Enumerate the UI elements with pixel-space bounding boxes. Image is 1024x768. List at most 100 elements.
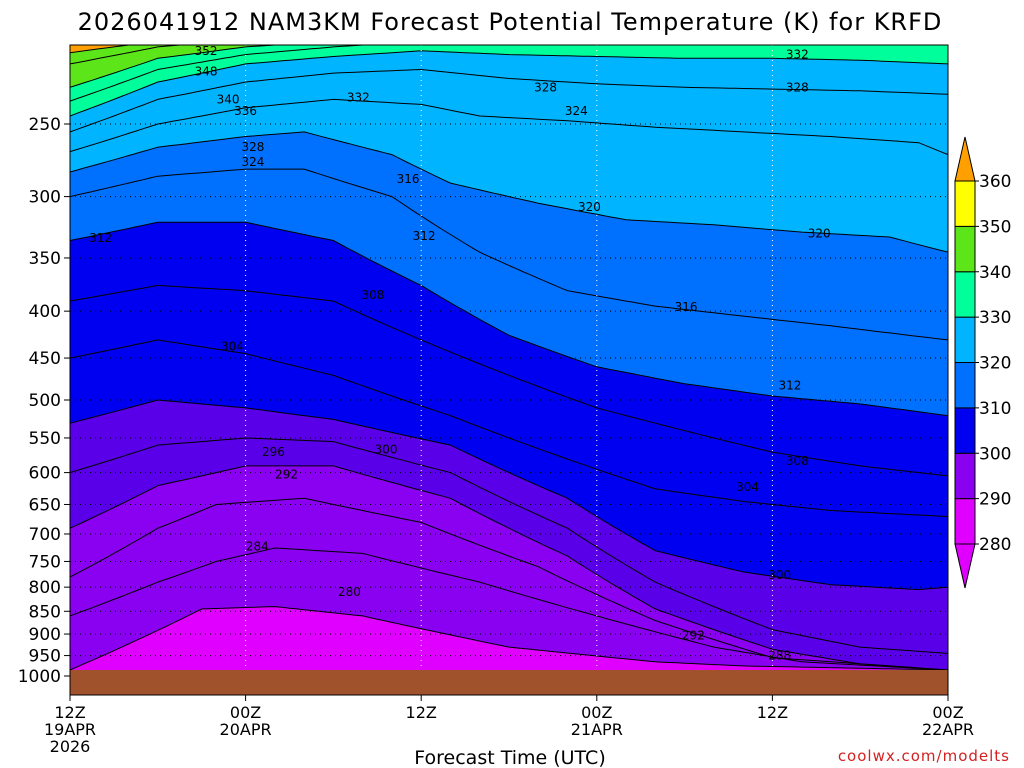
contour-label: 304 bbox=[736, 480, 759, 494]
colorbar-band bbox=[954, 498, 976, 545]
ground-surface bbox=[70, 670, 948, 695]
contour-label: 340 bbox=[217, 92, 240, 106]
isentrope-304 bbox=[70, 339, 948, 517]
contour-label: 292 bbox=[682, 628, 705, 642]
contour-label: 332 bbox=[786, 48, 809, 62]
isentrope-284 bbox=[70, 547, 948, 671]
colorbar-label: 300 bbox=[979, 444, 1011, 464]
colorbar-band bbox=[954, 180, 976, 227]
chart-title: 2026041912 NAM3KM Forecast Potential Tem… bbox=[78, 8, 943, 36]
x-axis-title: Forecast Time (UTC) bbox=[414, 747, 605, 768]
y-tick-label: 400 bbox=[29, 302, 61, 322]
isentrope-324 bbox=[70, 98, 948, 156]
fill-band-336 bbox=[70, 45, 363, 102]
contour-label: 284 bbox=[246, 539, 269, 553]
y-tick-label: 500 bbox=[29, 391, 61, 411]
isentrope-lines bbox=[70, 45, 948, 671]
contour-label: 320 bbox=[578, 200, 601, 214]
isentrope-308 bbox=[70, 284, 948, 477]
colorbar-band bbox=[954, 225, 976, 273]
contour-label: 288 bbox=[768, 649, 791, 663]
contour-label: 336 bbox=[234, 104, 257, 118]
y-tick-label: 450 bbox=[29, 349, 61, 369]
fill-band-296 bbox=[70, 400, 948, 654]
x-tick-label: 22APR bbox=[922, 720, 974, 739]
colorbar-label: 290 bbox=[979, 490, 1011, 510]
isentrope-316 bbox=[70, 168, 948, 341]
filled-contours bbox=[70, 45, 948, 695]
colorbar-bottom-arrow bbox=[954, 543, 976, 589]
plot-area bbox=[70, 45, 948, 695]
colorbar-label: 280 bbox=[979, 535, 1011, 555]
contour-label: 328 bbox=[534, 80, 557, 94]
plot-frame bbox=[69, 44, 949, 696]
fill-band-288 bbox=[70, 465, 948, 670]
fill-band-304 bbox=[70, 285, 948, 517]
isentrope-300 bbox=[70, 399, 948, 591]
isentrope-312 bbox=[70, 221, 948, 417]
contour-label: 332 bbox=[347, 91, 370, 105]
y-tick-label: 350 bbox=[29, 249, 61, 269]
colorbar-label: 310 bbox=[979, 399, 1011, 419]
pressure-axis: 250 300 350 400 450 500 550 600 650 700 750 800 850 9… bbox=[18, 115, 70, 687]
grid-lines bbox=[70, 45, 948, 695]
colorbar-label: 350 bbox=[979, 217, 1011, 237]
x-tick-label: 12Z bbox=[757, 703, 788, 722]
contour-label: 312 bbox=[89, 231, 112, 245]
contour-label: 328 bbox=[786, 80, 809, 94]
fill-band-340 bbox=[70, 45, 275, 88]
colorbar-label: 330 bbox=[979, 308, 1011, 328]
fill-band-292 bbox=[70, 438, 948, 670]
contour-label: 316 bbox=[675, 300, 698, 314]
x-tick-label: 12Z bbox=[54, 703, 85, 722]
x-tick-label: 00Z bbox=[230, 703, 261, 722]
colorbar-band bbox=[954, 271, 976, 318]
fill-band-300 bbox=[70, 339, 948, 590]
y-tick-label: 550 bbox=[29, 429, 61, 449]
colorbar-band bbox=[954, 316, 976, 363]
fill-band-308 bbox=[70, 222, 948, 476]
colorbar-band bbox=[954, 452, 976, 500]
contour-label: 328 bbox=[241, 140, 264, 154]
colorbar-top-arrow bbox=[954, 136, 976, 182]
fill-band-280 bbox=[70, 548, 948, 670]
contour-label: 292 bbox=[275, 468, 298, 482]
contour-label: 308 bbox=[786, 454, 809, 468]
fill-band-324 bbox=[70, 69, 948, 155]
x-tick-label: 21APR bbox=[571, 720, 623, 739]
contour-label: 280 bbox=[338, 585, 361, 599]
credit-text: coolwx.com/modelts bbox=[838, 747, 1010, 765]
isentrope-336 bbox=[70, 45, 371, 102]
y-tick-label: 650 bbox=[29, 495, 61, 515]
contour-label: 300 bbox=[768, 568, 791, 582]
x-tick-label: 00Z bbox=[581, 703, 612, 722]
isentrope-292 bbox=[70, 465, 948, 671]
contour-label: 324 bbox=[241, 155, 264, 169]
isentrope-288 bbox=[70, 497, 948, 671]
colorbar-label: 360 bbox=[979, 172, 1011, 192]
fill-band-332 bbox=[70, 45, 948, 116]
colorbar-band bbox=[954, 362, 976, 409]
contour-label: 348 bbox=[195, 64, 218, 78]
y-tick-label: 1000 bbox=[18, 667, 61, 687]
x-tick-label: 19APR bbox=[44, 720, 96, 739]
isentrope-280 bbox=[70, 606, 948, 671]
y-tick-label: 900 bbox=[29, 625, 61, 645]
contour-label: 304 bbox=[221, 339, 244, 353]
fill-band-316 bbox=[70, 131, 948, 340]
colorbar-label: 340 bbox=[979, 263, 1011, 283]
y-tick-label: 750 bbox=[29, 552, 61, 572]
x-tick-label: 20APR bbox=[220, 720, 272, 739]
contour-label: 324 bbox=[565, 104, 588, 118]
y-tick-label: 800 bbox=[29, 578, 61, 598]
isentrope-332 bbox=[70, 50, 948, 117]
fill-band-284 bbox=[70, 498, 948, 670]
contour-label: 316 bbox=[397, 172, 420, 186]
isentrope-328 bbox=[70, 68, 948, 133]
y-tick-label: 600 bbox=[29, 464, 61, 484]
contour-label: 312 bbox=[779, 378, 802, 392]
isentrope-320 bbox=[70, 131, 948, 253]
